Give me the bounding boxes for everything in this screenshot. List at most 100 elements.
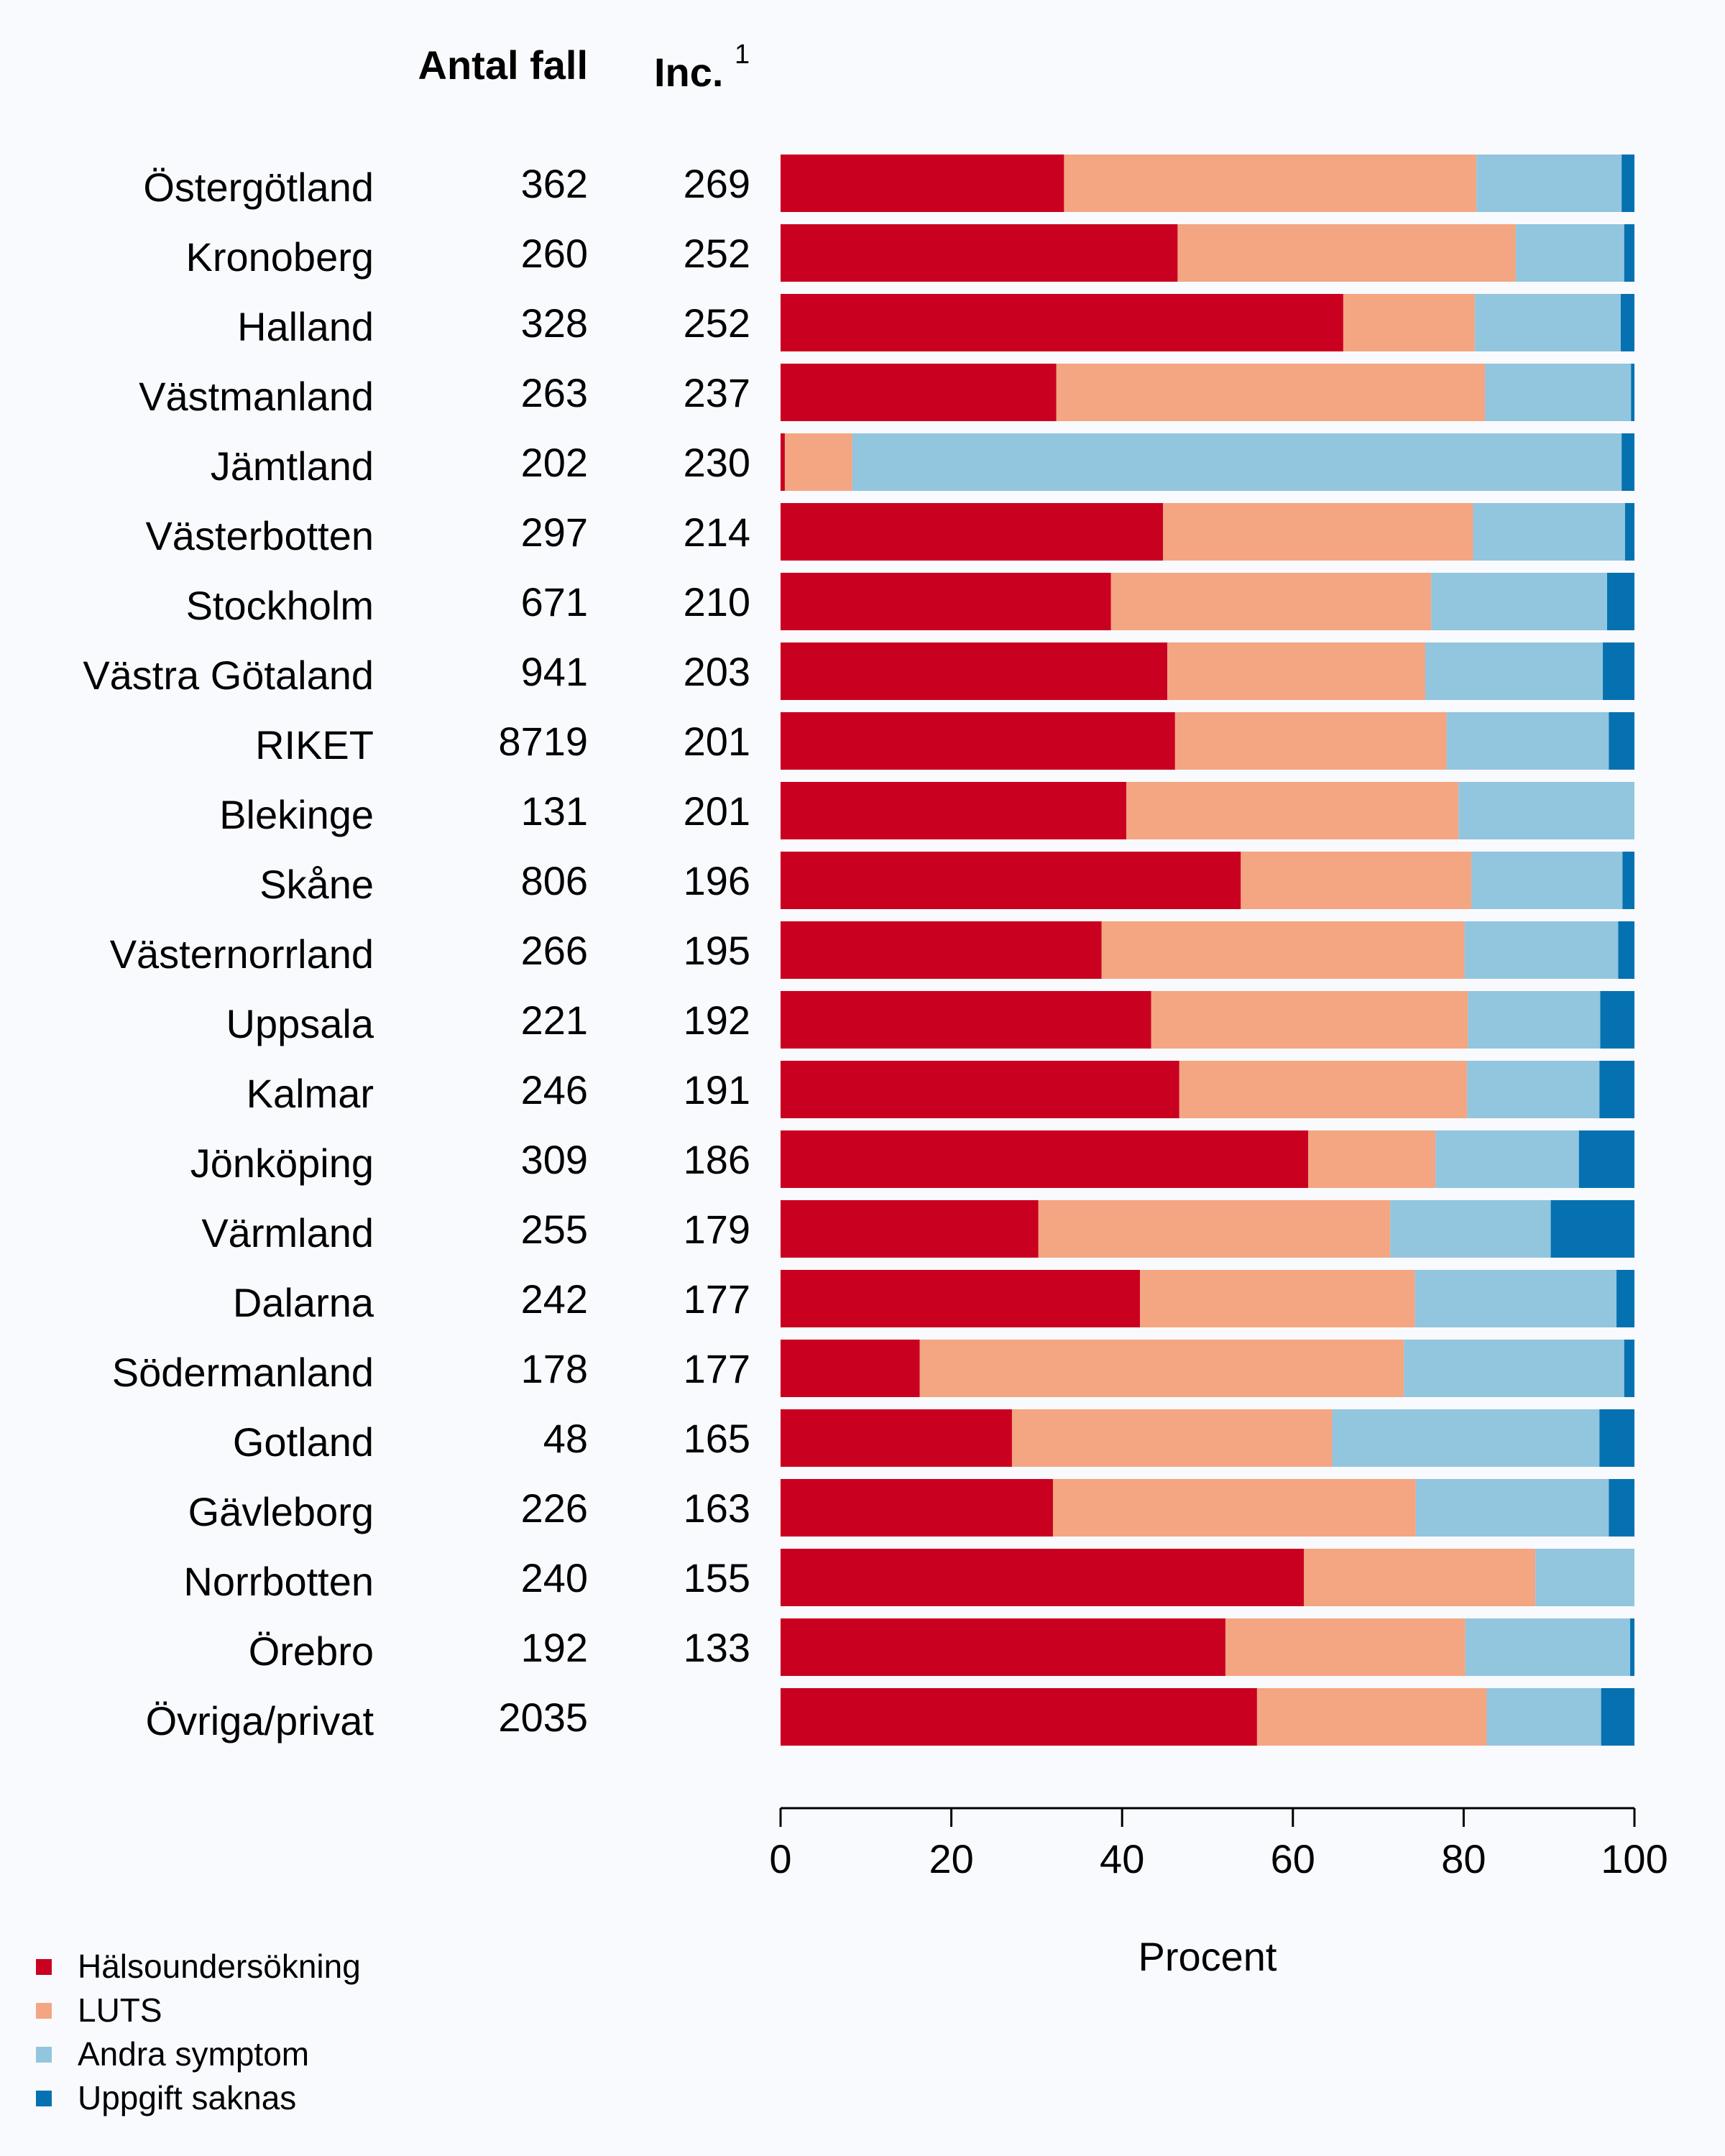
incidence-label: 237: [684, 370, 750, 415]
incidence-label: 163: [684, 1485, 750, 1531]
incidence-label: 201: [684, 788, 750, 834]
incidence-label: 230: [684, 440, 750, 485]
bar-segment: [781, 642, 1168, 700]
chart-row: Kronoberg 260 252: [185, 224, 1634, 282]
bar-segment: [781, 294, 1343, 351]
chart-row: Västerbotten 297 214: [145, 503, 1634, 561]
bar-segment: [1179, 1061, 1468, 1118]
bar-segment: [781, 991, 1151, 1049]
bar-segment: [1126, 782, 1459, 839]
bar-segment: [1622, 155, 1634, 212]
header-count: Antal fall: [418, 42, 588, 88]
count-label: 2035: [498, 1695, 588, 1740]
region-label: Västra Götaland: [83, 653, 374, 698]
bar-segment: [784, 433, 852, 491]
chart-row: Södermanland 178 177: [112, 1340, 1634, 1397]
count-label: 362: [521, 161, 588, 206]
bar-segment: [1052, 1479, 1416, 1537]
bar-segment: [1174, 712, 1447, 770]
legend: Hälsoundersökning LUTS Andra symptom Uppgif…: [36, 1948, 361, 2116]
region-label: Gävleborg: [188, 1489, 374, 1534]
region-label: Uppsala: [226, 1001, 374, 1046]
incidence-label: 214: [684, 510, 750, 555]
incidence-label: 191: [684, 1067, 750, 1112]
bar-segment: [1177, 224, 1516, 282]
bar-segment: [1343, 294, 1475, 351]
chart-row: Västmanland 263 237: [139, 364, 1634, 421]
bar-segment: [781, 921, 1102, 979]
bar-segment: [781, 224, 1178, 282]
bar-segment: [1390, 1200, 1551, 1258]
bar-segment: [1620, 294, 1634, 351]
bar-segment: [1056, 364, 1486, 421]
bar-segment: [1414, 1270, 1617, 1327]
chart-row: Jämtland 202 230: [211, 433, 1634, 491]
incidence-label: 201: [684, 719, 750, 764]
bar-segment: [1431, 573, 1607, 630]
bar-segment: [1630, 1618, 1634, 1676]
bar-segment: [1616, 1270, 1634, 1327]
x-axis-title: Procent: [1138, 1934, 1277, 1979]
count-label: 328: [521, 300, 588, 346]
count-label: 221: [521, 998, 588, 1043]
bar-segment: [781, 503, 1164, 561]
chart-row: Värmland 255 179: [201, 1200, 1634, 1258]
count-label: 8719: [498, 719, 588, 764]
count-label: 806: [521, 858, 588, 903]
count-label: 260: [521, 231, 588, 276]
legend-label: LUTS: [78, 1991, 162, 2029]
incidence-label: 186: [684, 1137, 750, 1182]
region-label: Halland: [237, 304, 374, 349]
bar-segment: [1225, 1618, 1466, 1676]
bar-segment: [1256, 1688, 1487, 1746]
incidence-label: 196: [684, 858, 750, 903]
header-incidence-superscript: 1: [735, 40, 750, 70]
chart-row: Jönköping 309 186: [190, 1130, 1634, 1188]
bar-segment: [1515, 224, 1624, 282]
region-label: Övriga/privat: [146, 1698, 374, 1743]
chart-row: Västernorrland 266 195: [110, 921, 1634, 979]
count-label: 192: [521, 1625, 588, 1670]
count-label: 242: [521, 1276, 588, 1322]
region-label: Västmanland: [139, 374, 374, 419]
bar-segment: [781, 573, 1111, 630]
bar-segment: [1468, 991, 1601, 1049]
region-label: Norrbotten: [183, 1559, 374, 1604]
region-label: Södermanland: [112, 1350, 374, 1395]
region-label: Kronoberg: [185, 234, 374, 280]
bar-segment: [1151, 991, 1468, 1049]
legend-label: Uppgift saknas: [78, 2079, 296, 2116]
bar-segment: [1011, 1409, 1333, 1467]
chart-row: Dalarna 242 177: [233, 1270, 1634, 1327]
bar-segment: [781, 433, 785, 491]
bar-segment: [1474, 294, 1621, 351]
bar-segment: [1101, 921, 1465, 979]
region-label: Örebro: [249, 1628, 374, 1674]
bar-segment: [1550, 1200, 1634, 1258]
bar-segment: [1465, 1618, 1631, 1676]
bar-segment: [1618, 921, 1634, 979]
bar-segment: [781, 1549, 1305, 1606]
chart-row: Östergötland 362 269: [143, 155, 1634, 212]
chart-row: Kalmar 246 191: [247, 1061, 1634, 1118]
bar-segment: [1622, 433, 1634, 491]
incidence-label: 165: [684, 1416, 750, 1461]
region-label: Skåne: [259, 862, 374, 907]
count-label: 131: [521, 788, 588, 834]
bar-segment: [781, 1130, 1309, 1188]
incidence-label: 195: [684, 928, 750, 973]
count-label: 178: [521, 1346, 588, 1391]
incidence-label: 210: [684, 579, 750, 625]
region-label: RIKET: [255, 722, 374, 768]
bar-segment: [781, 1340, 920, 1397]
bar-segment: [781, 364, 1057, 421]
count-label: 263: [521, 370, 588, 415]
bar-segment: [1624, 1340, 1634, 1397]
bar-segment: [781, 782, 1127, 839]
bar-segment: [1163, 503, 1473, 561]
bar-segment: [1609, 712, 1634, 770]
legend-label: Hälsoundersökning: [78, 1948, 361, 1985]
region-label: Jämtland: [211, 443, 374, 489]
bar-segment: [1332, 1409, 1600, 1467]
